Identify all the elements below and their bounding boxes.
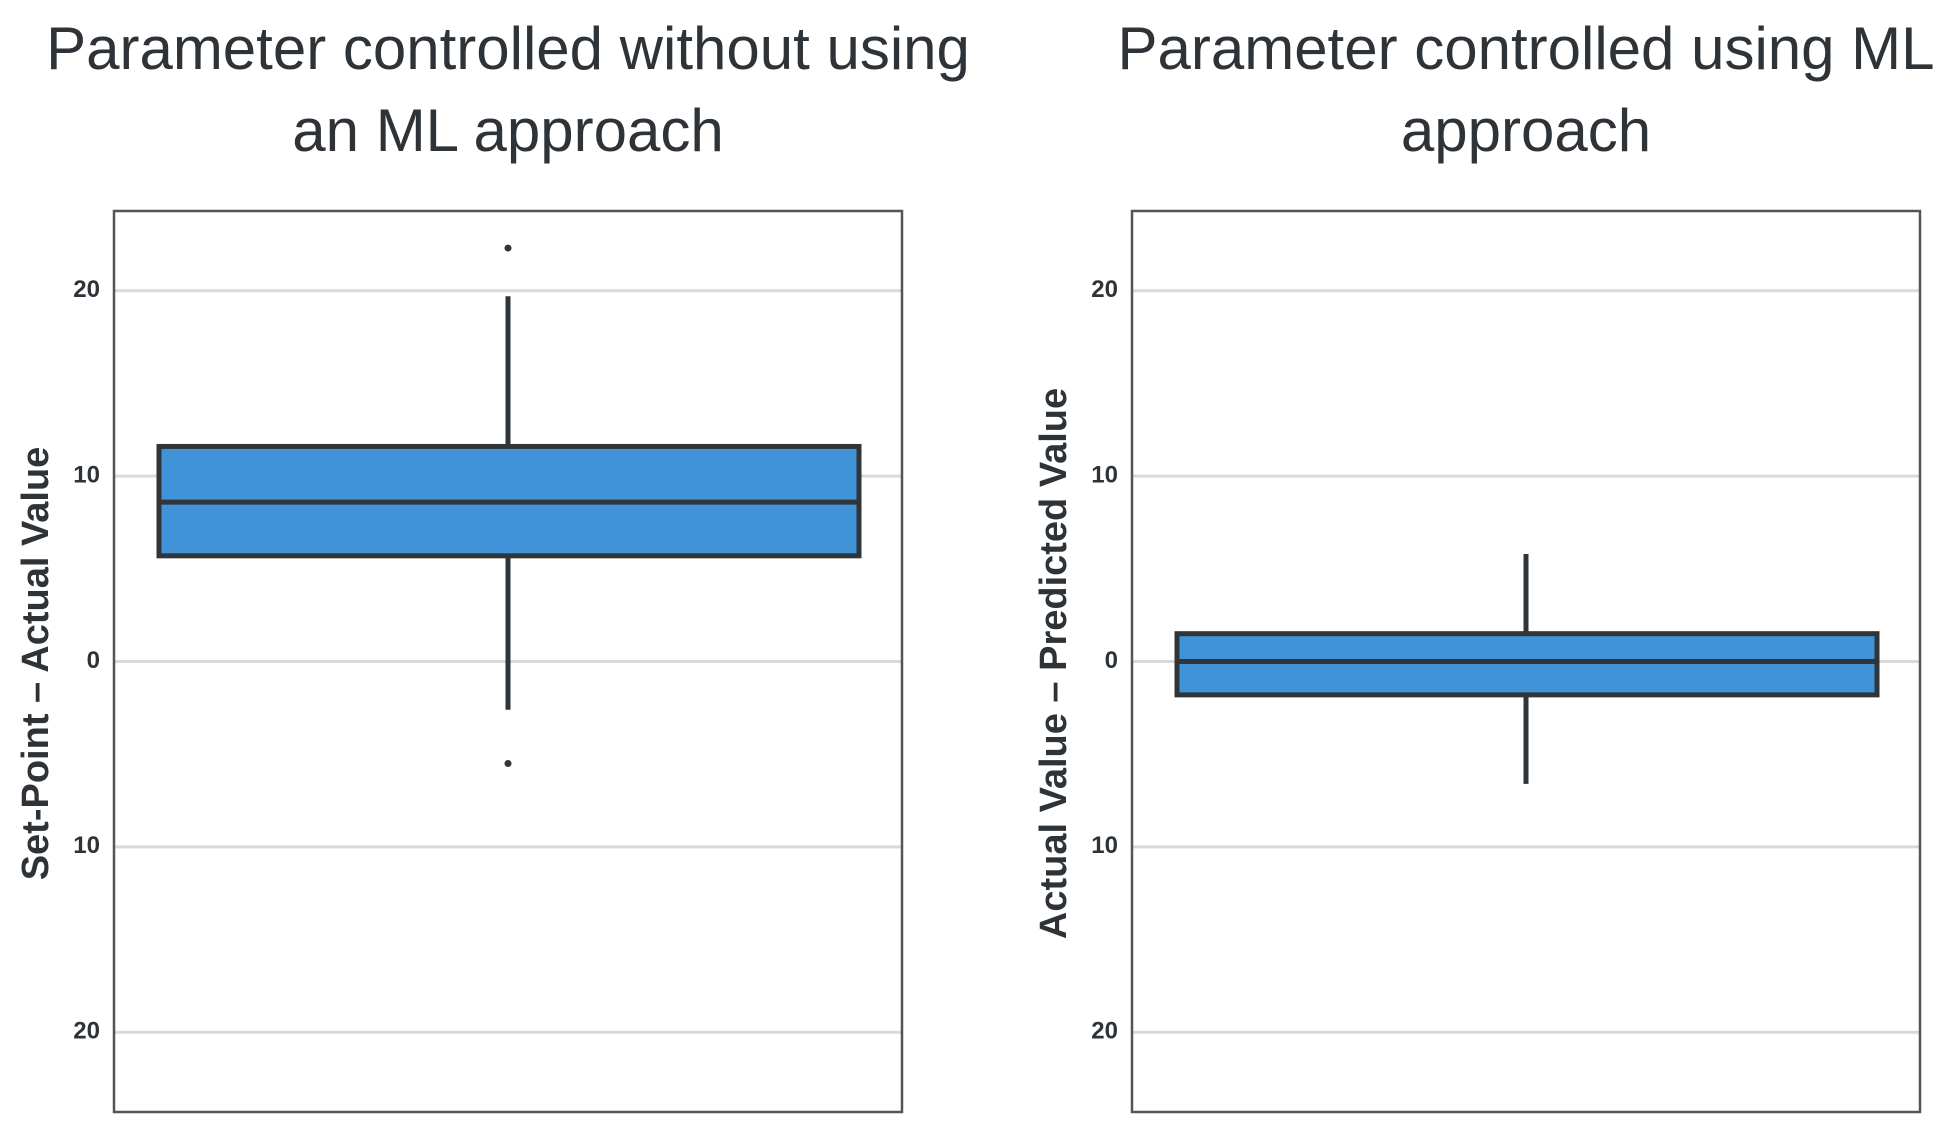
outlier	[504, 759, 512, 767]
plot-frame	[112, 209, 904, 1114]
outlier	[504, 244, 512, 252]
y-tick-label: 20	[1091, 1018, 1118, 1045]
y-tick-label: 20	[1091, 276, 1118, 303]
y-tick-label: 20	[73, 276, 100, 303]
y-tick-label: 20	[73, 1018, 100, 1045]
y-tick-label: 0	[1105, 647, 1118, 674]
y-axis-label: Actual Value – Predicted Value	[1033, 388, 1075, 939]
chart-title: Parameter controlled using ML approach	[1117, 15, 1935, 164]
y-tick-label: 10	[73, 461, 100, 488]
y-tick-label: 0	[87, 647, 100, 674]
y-axis-label: Set-Point – Actual Value	[15, 447, 57, 881]
plot-frame	[1130, 209, 1922, 1114]
y-tick-label: 10	[1091, 832, 1118, 859]
y-tick-label: 10	[73, 832, 100, 859]
chart-title: Parameter controlled without using an ML…	[46, 15, 970, 164]
y-tick-label: 10	[1091, 461, 1118, 488]
box	[1174, 631, 1880, 698]
